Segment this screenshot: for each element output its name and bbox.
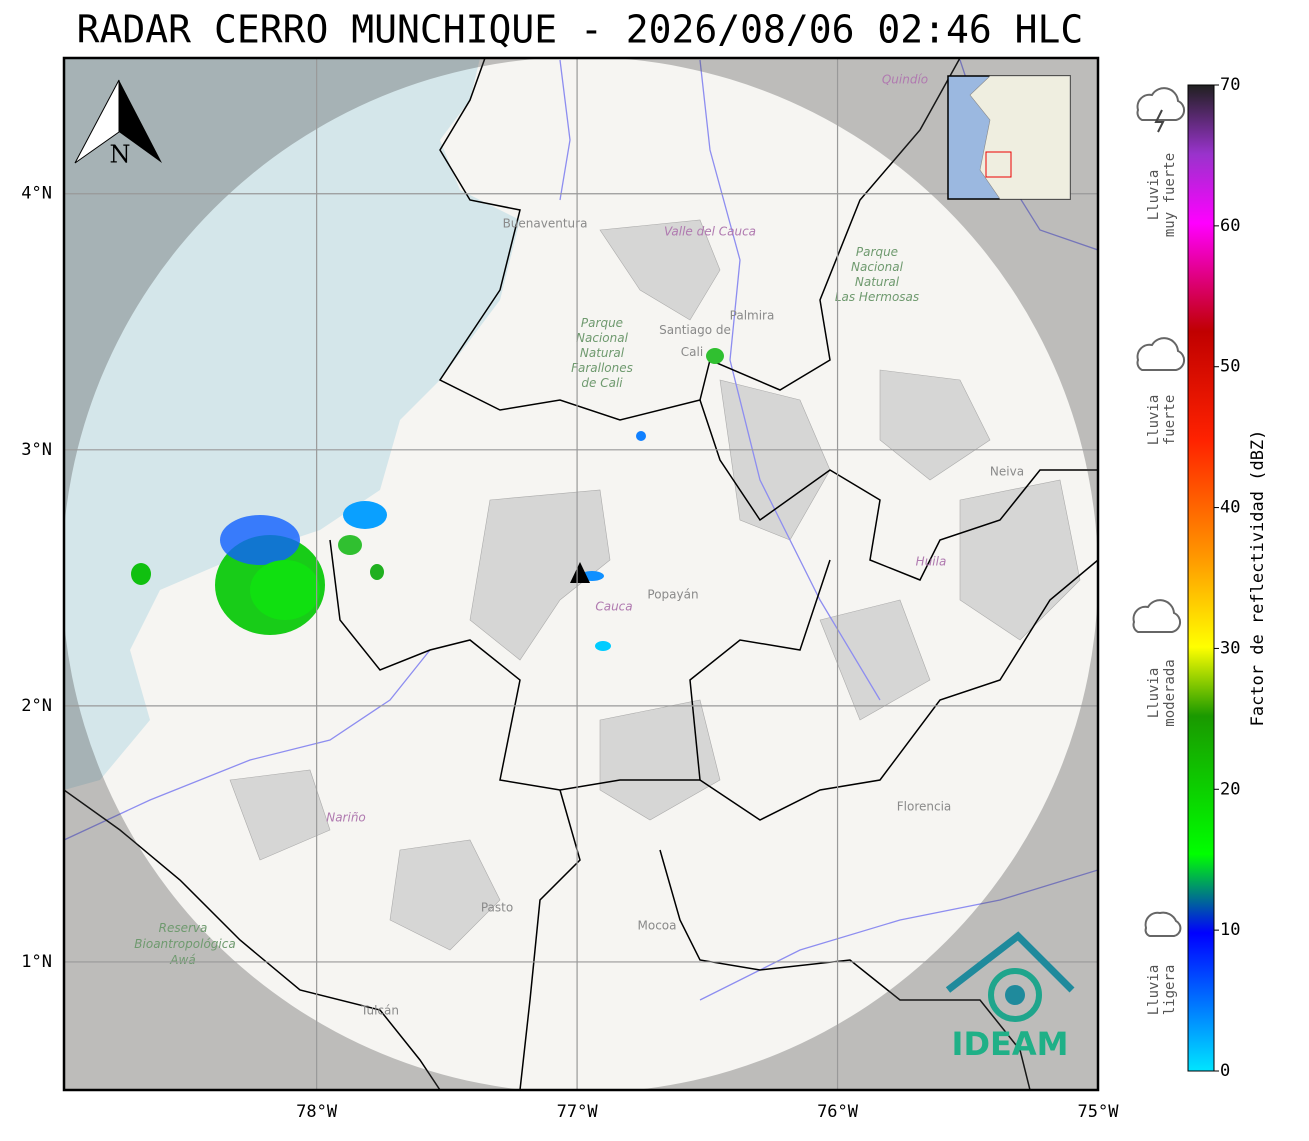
north-label: N xyxy=(110,141,131,169)
place-label: Popayán xyxy=(647,588,698,602)
rain-label: Lluviamuy fuerte xyxy=(1146,153,1178,237)
colorbar-tick-label: 50 xyxy=(1220,357,1240,377)
rivers xyxy=(64,59,1098,1001)
axis-labels: 78°W 77°W 76°W 75°W 1°N 2°N 3°N 4°N xyxy=(21,184,1119,1122)
colorbar-tick-label: 30 xyxy=(1220,638,1240,658)
place-label: Palmira xyxy=(730,309,775,323)
title: RADAR CERRO MUNCHIQUE - 2026/08/06 02:46… xyxy=(77,8,1084,52)
y-tick-label: 2°N xyxy=(21,696,52,716)
graticule xyxy=(64,58,1098,1090)
boundaries xyxy=(64,58,1098,1090)
colorbar-tick-label: 0 xyxy=(1220,1061,1230,1081)
x-tick-label: 77°W xyxy=(557,1102,599,1122)
place-label: Parque Nacional Natural Las Hermosas xyxy=(835,245,919,304)
map-frame xyxy=(62,56,1100,1092)
sea xyxy=(64,58,520,790)
colorbar-tick-label: 70 xyxy=(1220,75,1240,95)
echoes xyxy=(131,348,724,651)
place-label: Buenaventura xyxy=(503,217,588,231)
x-tick-label: 76°W xyxy=(817,1102,859,1122)
rain-legend: Lluviamuy fuerte Lluviafuerte Lluviamode… xyxy=(1132,87,1186,1016)
place-label: Tulcán xyxy=(360,1004,399,1018)
logo-text: IDEAM xyxy=(952,1025,1069,1063)
municipalities xyxy=(229,219,1081,951)
colorbar-tick-label: 40 xyxy=(1220,498,1240,518)
place-label: Mocoa xyxy=(638,919,677,933)
colorbar-ticks: 0 10 20 30 40 50 60 70 xyxy=(1214,75,1240,1081)
logo: IDEAM xyxy=(945,931,1075,1063)
north-arrow: N xyxy=(74,79,162,169)
rain-label: Lluviamoderada xyxy=(1146,659,1178,726)
place-label: Valle del Cauca xyxy=(664,225,756,239)
place-label: Cauca xyxy=(595,600,632,614)
rain-label: Lluvialigera xyxy=(1146,965,1178,1016)
place-label: Quindío xyxy=(882,73,928,87)
place-label: Reserva Bioantropológica Awá xyxy=(134,921,235,967)
colorbar xyxy=(1187,84,1215,1072)
colorbar-tick-label: 20 xyxy=(1220,779,1240,799)
colorbar-tick-label: 60 xyxy=(1220,216,1240,236)
colorbar-label: Factor de reflectividad (dBZ) xyxy=(1248,430,1268,727)
place-label: Nariño xyxy=(326,811,366,825)
colorbar-tick-label: 10 xyxy=(1220,920,1240,940)
map: Buenaventura Valle del Cauca Parque Nacio… xyxy=(64,58,1098,1090)
place-label: Huila xyxy=(916,555,947,569)
place-label: Pasto xyxy=(481,901,513,915)
inset-map xyxy=(947,75,1071,200)
y-tick-label: 1°N xyxy=(21,952,52,972)
place-label: Florencia xyxy=(897,800,952,814)
place-label: Parque Nacional Natural Farallones de Cali xyxy=(571,316,633,390)
y-tick-label: 4°N xyxy=(21,184,52,204)
x-tick-label: 75°W xyxy=(1078,1102,1120,1122)
place-label: Neiva xyxy=(990,465,1024,479)
place-label: Santiago de Cali xyxy=(659,323,731,359)
rain-label: Lluviafuerte xyxy=(1146,395,1178,446)
x-tick-label: 78°W xyxy=(296,1102,338,1122)
radar-site xyxy=(570,562,590,583)
y-tick-label: 3°N xyxy=(21,440,52,460)
